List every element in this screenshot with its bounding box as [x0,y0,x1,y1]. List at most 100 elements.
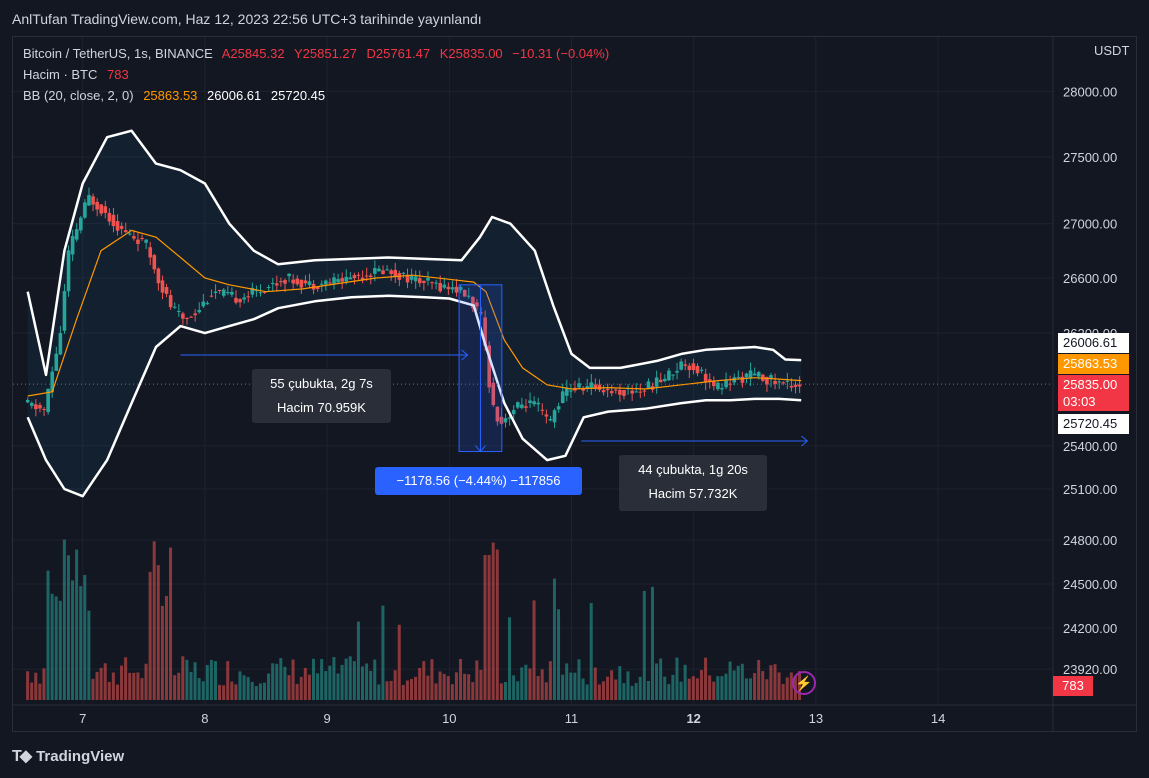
candle-body [123,230,128,233]
candle-body [577,383,581,388]
volume-bar [373,659,377,700]
candle-body [663,378,667,382]
range2-volume: Hacim 57.732K [648,486,738,501]
price-measure-arrow-head [475,445,486,453]
candle-body [748,370,753,379]
candle-body [70,236,75,255]
volume-bar [532,600,536,700]
volume-bar [128,672,132,700]
volume-bar [401,684,405,700]
candle-body [560,391,565,403]
candle-body [462,289,467,297]
range1-volume: Hacim 70.959K [277,400,366,415]
volume-bar [197,678,201,700]
volume-bar [365,663,369,700]
candle-body [115,221,120,231]
volume-bar [638,676,642,700]
volume-bar [62,539,66,700]
candle-body [683,364,688,366]
bb-basis-line [27,229,802,397]
candle-body [699,369,704,371]
volume-bar [250,681,254,700]
volume-bar [42,668,46,700]
volume-bar [246,677,250,700]
volume-bar [381,605,385,700]
volume-bar [205,665,209,700]
candle-body [364,275,369,277]
candle-body [319,283,324,285]
volume-bar [732,670,736,700]
y-tick-label: 27000.00 [1063,217,1117,232]
price-chart[interactable]: 28000.0027500.0027000.0026600.0026200.00… [13,37,1136,731]
candle-body [38,404,42,409]
bb-label[interactable]: BB (20, close, 2, 0) [23,88,134,103]
volume-bar [544,682,548,700]
volume-bar [222,685,226,700]
volume-bar [152,541,156,700]
candle-body [270,282,275,284]
volume-bar [287,675,291,700]
candle-body [703,373,708,382]
candle-body [752,373,757,376]
volume-bar [434,683,438,700]
volume-bar [536,675,540,700]
candle-body [601,390,606,393]
volume-bar [361,666,365,700]
volume-bar [103,663,107,700]
volume-bar [299,676,303,700]
symbol-name[interactable]: Bitcoin / TetherUS, 1s, BINANCE [23,46,213,61]
chart-pane[interactable]: 28000.0027500.0027000.0026600.0026200.00… [12,36,1137,732]
candle-body [442,284,447,288]
y-tick-label: 27500.00 [1063,150,1117,165]
candle-body [479,312,483,314]
candle-body [348,277,353,280]
volume-bar [377,684,381,700]
volume-legend: Hacim · BTC 783 [23,67,135,82]
candle-body [556,406,561,410]
candle-body [42,408,46,410]
candle-body [430,282,434,284]
volume-bar [744,678,748,700]
volume-bar [761,671,765,700]
volume-bar [136,672,140,700]
candle-body [46,388,50,413]
volume-bar [606,676,610,700]
candle-body [565,387,569,396]
ohlc-close: K25835.00 [439,46,503,61]
volume-bar [748,678,752,700]
volume-bar [524,664,528,700]
candle-body [483,317,487,346]
volume-bar [79,586,83,700]
bb-basis-tag: 25863.53 [1058,354,1129,374]
volume-bar [614,679,618,700]
volume-bar [124,657,128,700]
candle-body [66,250,71,292]
volume-bar [344,658,348,700]
candle-body [340,278,344,282]
candle-body [622,389,626,396]
candle-body [250,287,255,295]
candle-body [552,410,557,423]
volume-bar [209,659,213,700]
currency-label[interactable]: USDT [1094,43,1130,58]
lightning-icon[interactable]: ⚡ [792,671,816,695]
footer-brand-text: TradingView [36,747,125,765]
candle-body [707,379,712,382]
volume-bar [740,663,744,700]
volume-bar [99,667,103,700]
candle-body [458,286,463,291]
candle-body [446,286,451,290]
volume-bar [634,683,638,700]
volume-label[interactable]: Hacim · BTC [23,67,98,82]
volume-bar [569,672,573,700]
candle-body [426,278,430,281]
candle-body [454,286,459,293]
bb-upper-tag: 26006.61 [1058,333,1129,353]
candle-body [99,204,104,214]
bb-lower-tag: 25720.45 [1058,414,1129,434]
candle-body [736,376,741,378]
volume-bar [91,678,95,700]
volume-bar [295,683,299,700]
candle-body [352,275,357,279]
candle-body [548,419,553,421]
